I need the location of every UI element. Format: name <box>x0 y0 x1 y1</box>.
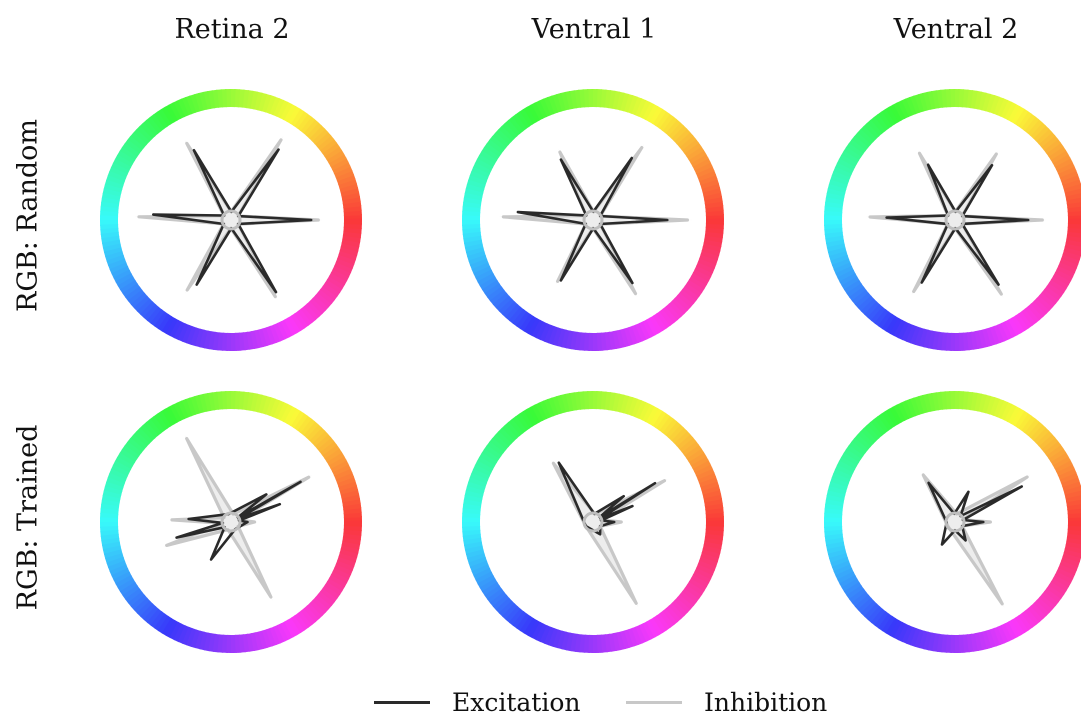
series-excitation <box>885 163 1030 286</box>
series-inhibition <box>551 461 667 605</box>
center-marker <box>582 511 604 533</box>
inhibition-band <box>134 135 323 301</box>
inhibition-band <box>865 150 1047 298</box>
column-title-retina-2: Retina 2 <box>174 14 290 45</box>
series-excitation <box>927 481 1023 546</box>
center-marker <box>582 209 604 231</box>
panel-rgb-trained-ventral-1-hue-ring <box>462 391 724 653</box>
panel-rgb-random-ventral-1 <box>498 144 693 298</box>
panel-rgb-random-ventral-2-hue-ring <box>824 89 1081 351</box>
legend-swatch-inhibition <box>626 701 682 704</box>
legend-label-inhibition: Inhibition <box>704 688 828 717</box>
legend-label-excitation: Excitation <box>452 688 581 717</box>
polar-chart-grid <box>100 89 1081 653</box>
series-inhibition <box>165 437 311 599</box>
center-marker <box>944 511 966 533</box>
series-excitation <box>557 461 657 536</box>
center-marker <box>220 511 242 533</box>
center-marker <box>220 209 242 231</box>
panel-rgb-random-retina-2 <box>134 135 323 301</box>
panel-rgb-trained-ventral-1 <box>551 460 669 608</box>
column-title-ventral-1: Ventral 1 <box>531 14 657 45</box>
panel-rgb-trained-retina-2 <box>163 434 313 601</box>
series-excitation <box>152 148 313 294</box>
column-title-ventral-2: Ventral 2 <box>893 14 1019 45</box>
panel-rgb-trained-ventral-2-hue-ring <box>824 391 1081 653</box>
center-marker <box>944 209 966 231</box>
series-inhibition <box>501 146 689 296</box>
series-inhibition <box>137 138 320 299</box>
panel-rgb-trained-ventral-2 <box>921 472 1031 608</box>
legend-swatch-excitation <box>374 701 430 704</box>
legend-item-inhibition: Inhibition <box>626 688 827 717</box>
panel-rgb-random-ventral-1-hue-ring <box>462 89 724 351</box>
legend-item-excitation: Excitation <box>374 688 581 717</box>
panel-rgb-random-retina-2-hue-ring <box>100 89 362 351</box>
panel-rgb-random-ventral-2 <box>865 150 1047 298</box>
legend: Excitation Inhibition <box>0 688 1081 718</box>
inhibition-band <box>498 144 693 298</box>
panel-rgb-trained-retina-2-hue-ring <box>100 391 362 653</box>
series-excitation <box>516 156 669 285</box>
series-inhibition <box>868 151 1044 296</box>
